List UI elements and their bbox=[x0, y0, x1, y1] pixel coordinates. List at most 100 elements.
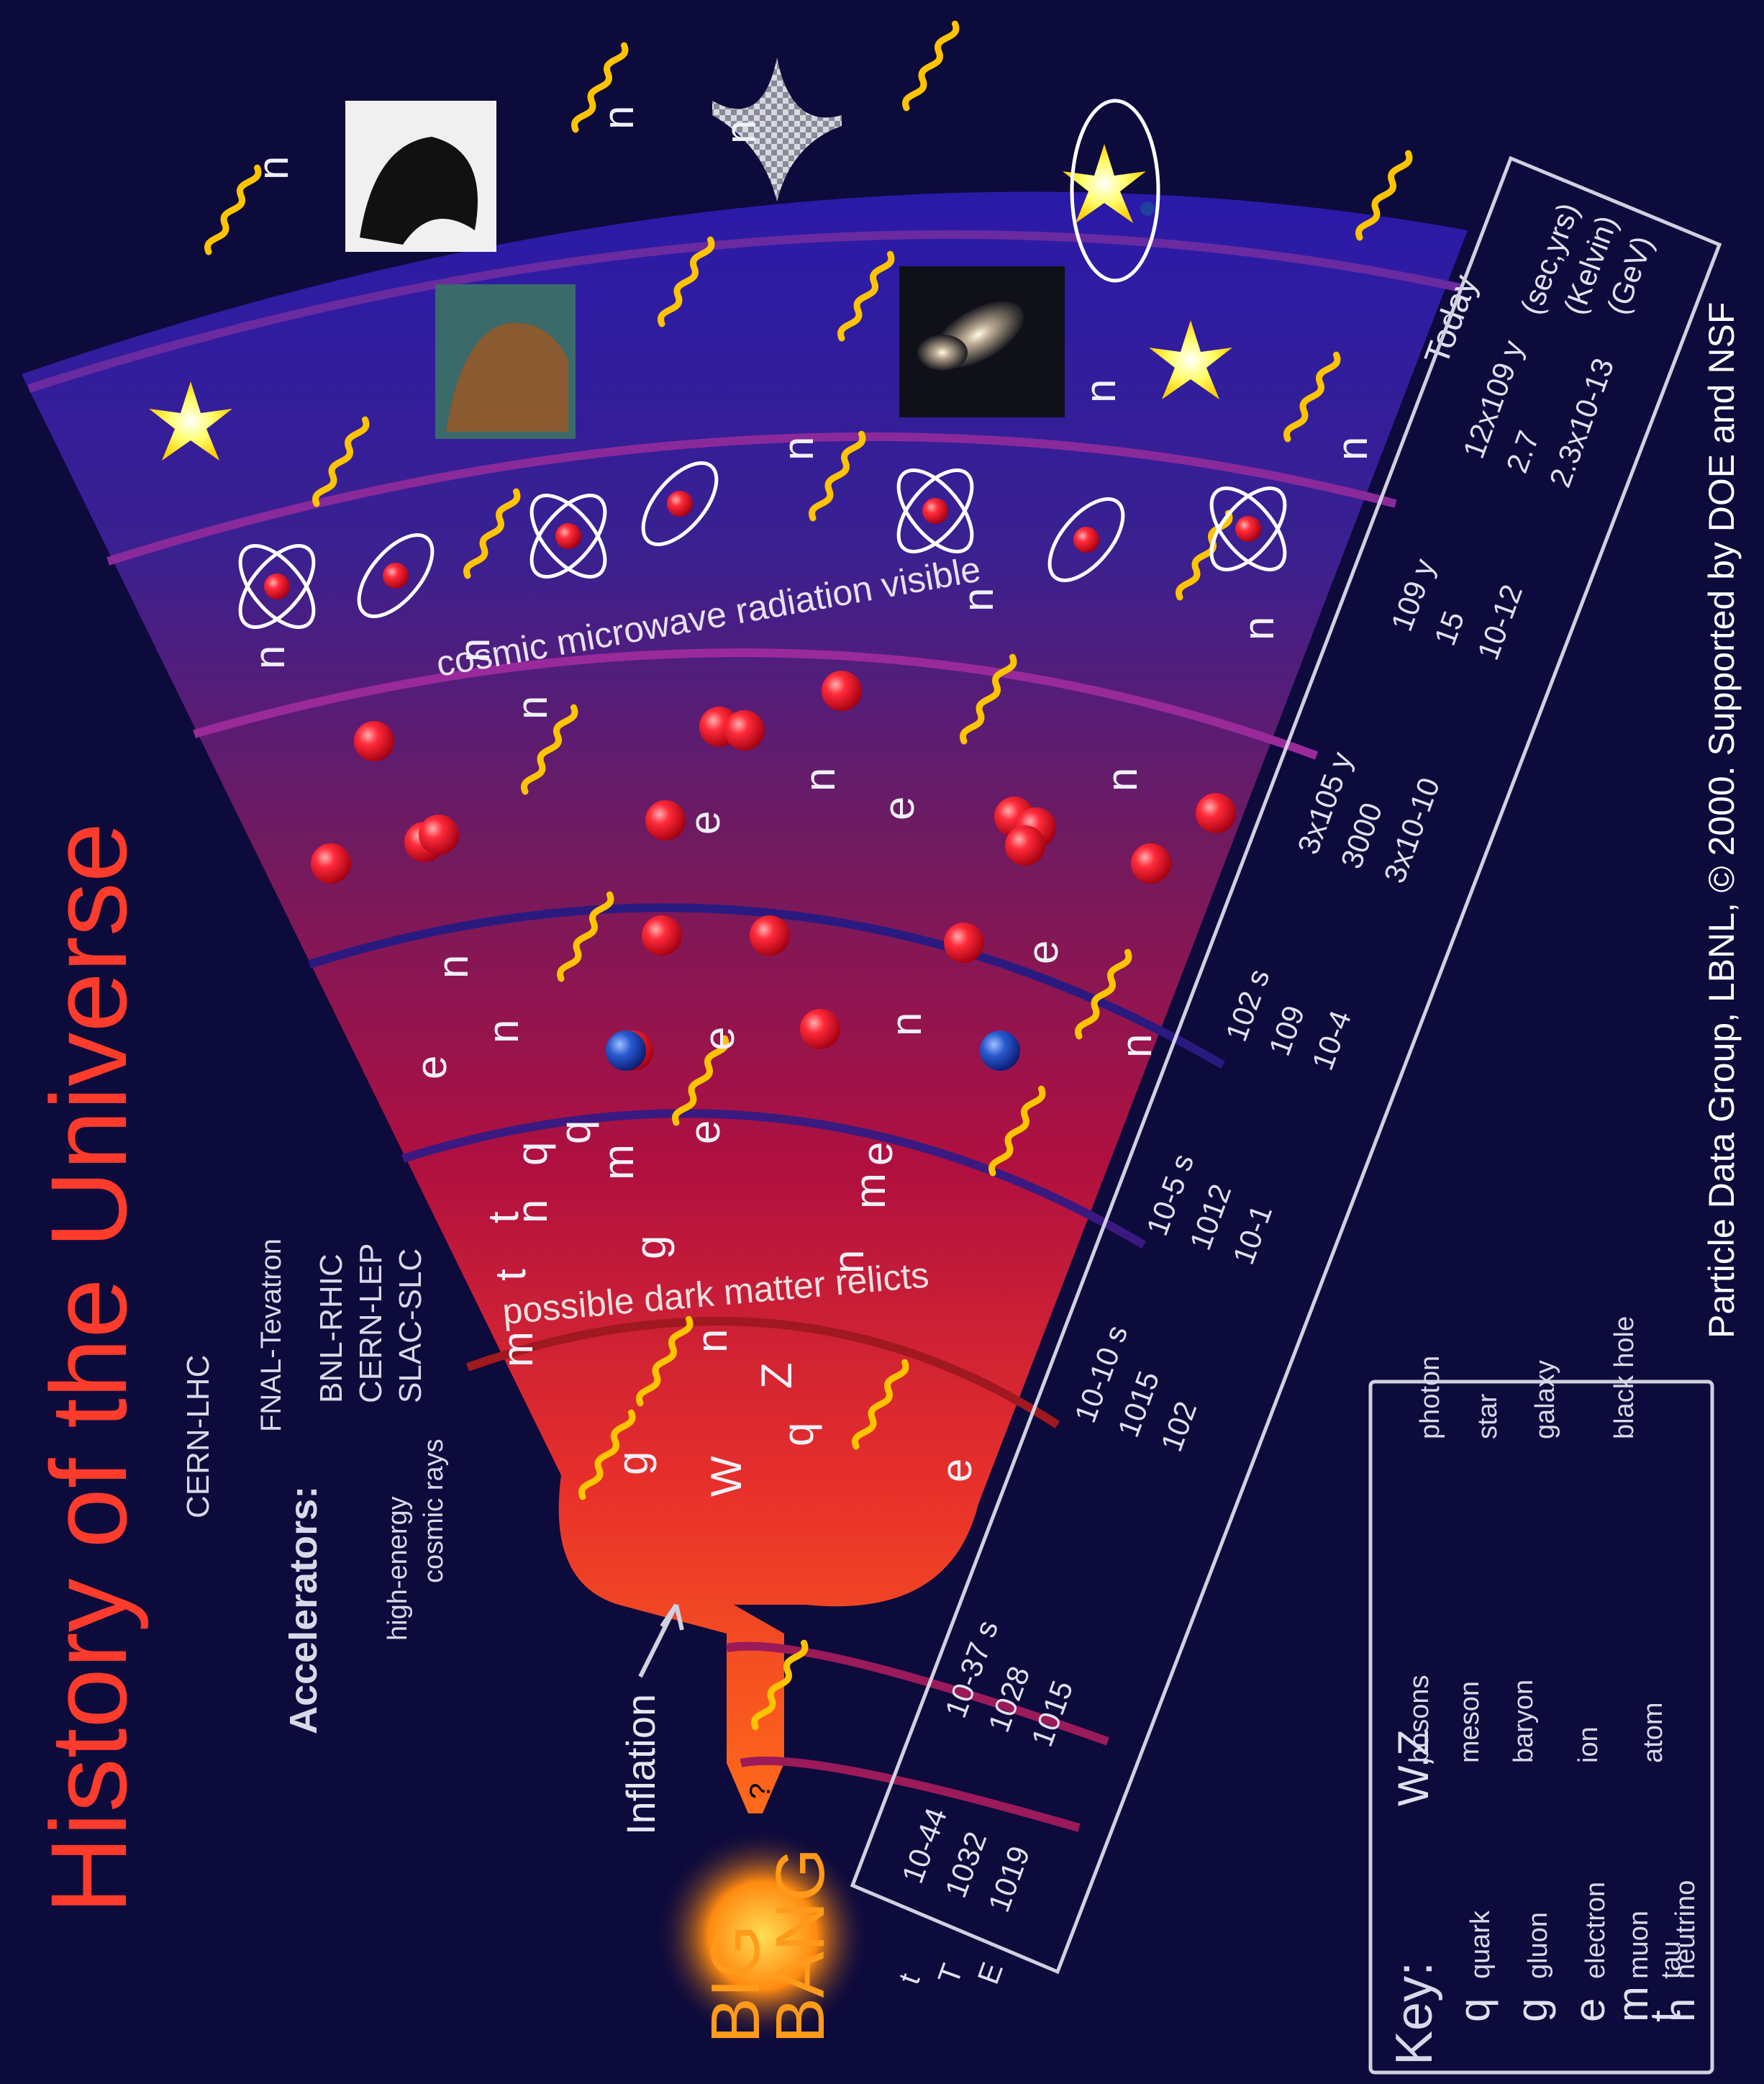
particle-symbol: n bbox=[479, 1020, 527, 1043]
key-symbol: m bbox=[1609, 1986, 1657, 2022]
particle-symbol: e bbox=[681, 811, 729, 835]
ion-icon bbox=[1131, 843, 1171, 884]
key-label: baryon bbox=[1509, 1680, 1539, 1763]
atoms bbox=[238, 461, 1287, 629]
planet-orbit bbox=[1070, 99, 1160, 283]
ion-icon bbox=[724, 710, 765, 751]
key-symbol: q bbox=[1450, 1998, 1499, 2022]
big-bang-label: BIG BANG bbox=[697, 1848, 839, 2044]
accelerators: Accelerators: CERN-LHC FNAL-Tevatron BNL… bbox=[181, 1238, 449, 1734]
key-label: neutrino bbox=[1670, 1880, 1701, 1979]
particle-symbol: m bbox=[846, 1173, 894, 1209]
ion-icon bbox=[750, 915, 790, 956]
particle-symbol: n bbox=[717, 120, 765, 144]
accelerators-heading: Accelerators: bbox=[282, 1486, 325, 1734]
key-label: gluon bbox=[1523, 1912, 1553, 1979]
stars bbox=[149, 99, 1232, 461]
acc-cern-lhc: CERN-LHC bbox=[181, 1355, 216, 1518]
acc-high-energy: high-energy bbox=[383, 1496, 413, 1641]
particle-symbol: e bbox=[407, 1056, 455, 1079]
ion-icon bbox=[642, 915, 682, 956]
particle-symbol: n bbox=[1098, 768, 1146, 792]
particle-symbol: n bbox=[1235, 617, 1283, 640]
meson-icon bbox=[980, 1030, 1020, 1071]
key-label: quark bbox=[1465, 1910, 1496, 1979]
acc-cosmic-rays: cosmic rays bbox=[419, 1439, 449, 1583]
particle-symbol: e bbox=[681, 1120, 729, 1144]
big-bang-line2: BANG bbox=[762, 1848, 839, 2044]
acc-cern-lep: CERN-LEP bbox=[353, 1243, 388, 1404]
particle-symbol: t bbox=[486, 1269, 535, 1281]
credits: Particle Data Group, LBNL, © 2000. Suppo… bbox=[1701, 302, 1742, 1338]
particle-symbol: m bbox=[494, 1331, 542, 1367]
key-label: ion bbox=[1573, 1726, 1604, 1763]
black-hole-image bbox=[712, 58, 842, 201]
inflation-arrow bbox=[638, 1603, 684, 1678]
particle-symbol: q bbox=[551, 1120, 599, 1144]
ion-icon bbox=[800, 1009, 840, 1049]
band-boundaries bbox=[27, 230, 1462, 1832]
particle-symbol: e bbox=[853, 1142, 901, 1166]
particle-symbol: n bbox=[594, 106, 642, 130]
particle-symbol: q bbox=[774, 1423, 822, 1446]
key-label: star bbox=[1473, 1393, 1503, 1439]
key-label: black hole bbox=[1609, 1316, 1640, 1439]
particle-symbol: n bbox=[508, 1200, 556, 1223]
particle-symbol: n bbox=[882, 1012, 930, 1036]
key-label: muon bbox=[1624, 1911, 1654, 1979]
star-icon bbox=[149, 381, 232, 461]
top-band-pictures bbox=[345, 58, 1065, 439]
big-bang-line1: BIG bbox=[697, 1925, 774, 2044]
poster-title: History of the Universe bbox=[28, 823, 149, 1914]
ion-icon bbox=[311, 843, 351, 884]
key-label: galaxy bbox=[1530, 1360, 1560, 1439]
particle-symbol: n bbox=[245, 645, 294, 669]
particle-symbol: e bbox=[875, 797, 923, 820]
key-label: bosons bbox=[1404, 1675, 1435, 1763]
key-symbol: W,Z bbox=[1389, 1729, 1437, 1806]
key-label: meson bbox=[1455, 1681, 1485, 1763]
atom-icon bbox=[1047, 497, 1125, 582]
ion-icon bbox=[1005, 825, 1045, 866]
particle-symbol: n bbox=[688, 1329, 736, 1353]
ion-icon bbox=[419, 815, 459, 855]
particle-symbol: n bbox=[954, 588, 1002, 612]
inflation-label: Inflation bbox=[618, 1694, 663, 1835]
key-symbol: n bbox=[1655, 1998, 1704, 2022]
key-label: photon bbox=[1415, 1356, 1445, 1439]
particle-symbol: n bbox=[1076, 379, 1124, 403]
key-label: electron bbox=[1581, 1882, 1611, 1979]
key-heading: Key: bbox=[1386, 1962, 1443, 2065]
atom-icon bbox=[238, 544, 316, 629]
particle-symbol: e bbox=[932, 1459, 981, 1482]
ion-icon bbox=[1196, 793, 1236, 833]
big-bang-glow bbox=[655, 1828, 870, 2044]
key-symbol: t bbox=[1641, 2010, 1689, 2022]
particle-symbol: e bbox=[1019, 941, 1067, 964]
particle-symbol: e bbox=[695, 1027, 743, 1051]
atom-icon bbox=[357, 533, 435, 618]
particle-symbol: g bbox=[627, 1236, 675, 1259]
particle-symbol: n bbox=[249, 156, 297, 180]
universe-cone bbox=[22, 191, 1468, 1814]
particle-symbol: q bbox=[508, 1142, 556, 1166]
ion-icon bbox=[822, 671, 862, 711]
particle-symbol: n bbox=[1112, 1034, 1160, 1058]
star-icon bbox=[1063, 144, 1146, 223]
ions-baryons bbox=[311, 671, 1236, 1071]
particle-symbol: m bbox=[594, 1144, 642, 1180]
acc-fnal-tevatron: FNAL-Tevatron bbox=[255, 1238, 287, 1432]
meson-icon bbox=[606, 1030, 646, 1071]
acc-bnl-rhic: BNL-RHIC bbox=[314, 1254, 349, 1403]
planet bbox=[1140, 201, 1155, 216]
star-icon bbox=[1149, 320, 1232, 399]
particle-symbol: Z bbox=[753, 1362, 801, 1389]
particle-symbol: g bbox=[609, 1451, 657, 1475]
particle-symbol: n bbox=[774, 437, 822, 461]
key-label: atom bbox=[1638, 1703, 1668, 1763]
ion-icon bbox=[944, 923, 984, 963]
key-symbol: g bbox=[1508, 1998, 1556, 2022]
